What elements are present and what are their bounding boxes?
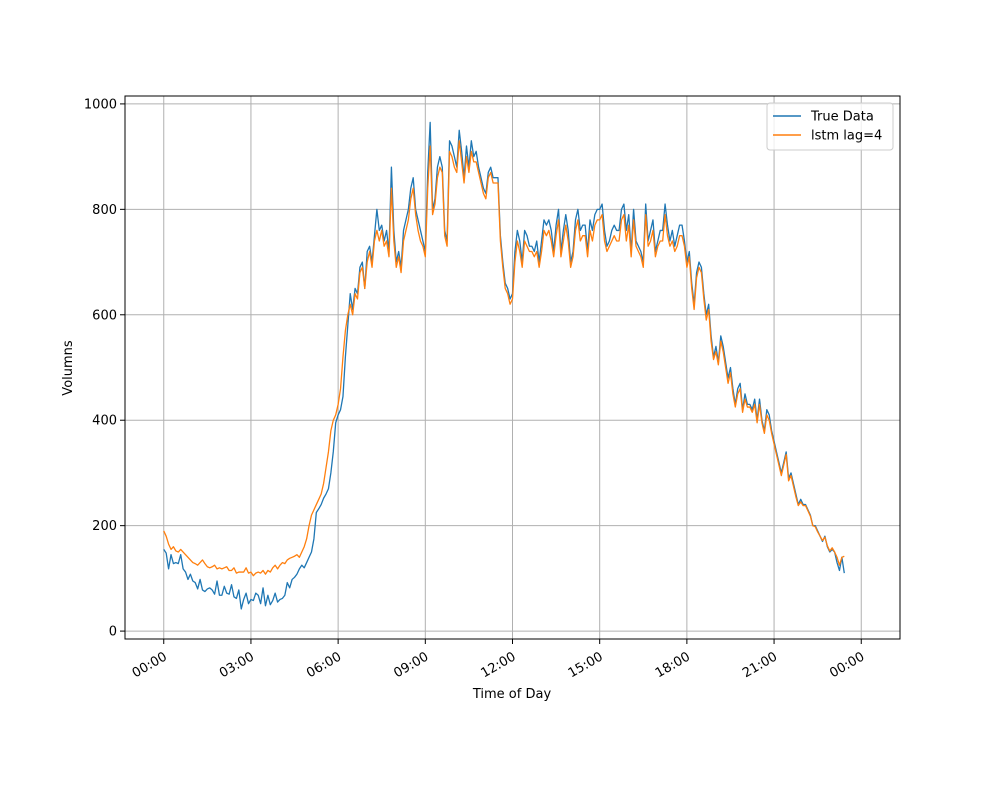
x-tick-label: 21:00 [740,649,780,681]
x-tick-label: 03:00 [217,649,257,681]
y-tick-label: 600 [92,308,117,323]
x-tick-label: 12:00 [479,649,519,681]
x-axis-title: Time of Day [472,687,552,702]
x-tick-label: 00:00 [827,649,867,681]
x-axis-ticks: 00:00 03:00 06:00 09:00 12:00 15:00 18:00 21:00… [130,639,867,681]
series-line-1 [163,140,845,577]
legend: True Data lstm lag=4 [766,102,894,151]
legend-label-1: lstm lag=4 [811,129,882,144]
x-tick-label: 06:00 [304,649,344,681]
y-axis-title: Volumns [61,340,76,396]
series-lines [163,121,845,610]
x-tick-label: 09:00 [391,649,431,681]
x-tick-label: 00:00 [130,649,170,681]
y-tick-label: 0 [109,625,117,640]
x-tick-label: 15:00 [566,649,606,681]
y-tick-label: 400 [92,414,117,429]
y-axis-ticks: 0 200 400 600 800 1000 [84,97,125,640]
grid-lines [125,96,900,639]
legend-box [766,102,894,151]
legend-label-0: True Data [810,110,874,125]
x-tick-label: 18:00 [653,649,693,681]
y-tick-label: 800 [92,203,117,218]
y-tick-label: 200 [92,519,117,534]
y-tick-label: 1000 [84,97,117,112]
